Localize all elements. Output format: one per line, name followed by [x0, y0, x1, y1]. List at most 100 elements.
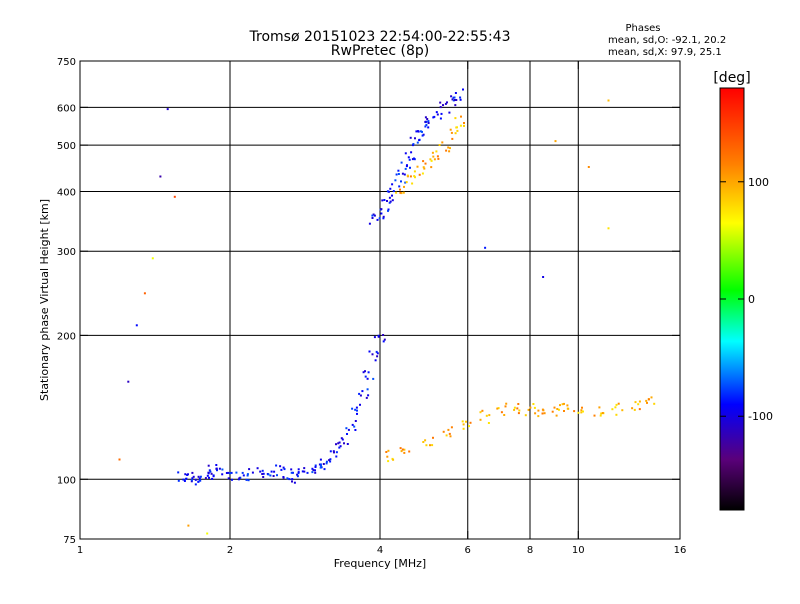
data-point [421, 134, 424, 137]
data-point [448, 432, 451, 435]
data-point [427, 122, 430, 124]
data-point [279, 465, 282, 468]
data-point [445, 434, 448, 437]
data-point [529, 406, 532, 409]
data-point [373, 214, 376, 217]
data-point [371, 217, 374, 219]
data-point [275, 464, 278, 467]
data-point [449, 435, 452, 438]
data-point [451, 137, 454, 140]
data-point [427, 126, 430, 129]
data-point [373, 336, 376, 339]
data-point [276, 474, 278, 477]
data-point [290, 471, 293, 474]
data-point [325, 460, 328, 463]
data-point [449, 147, 451, 150]
x-tick-label: 16 [674, 545, 687, 556]
data-point [406, 174, 409, 177]
colorbar-tick-label: -100 [748, 410, 773, 423]
data-point [351, 423, 354, 426]
data-point [280, 468, 283, 471]
data-point [387, 209, 389, 212]
data-point [339, 445, 342, 448]
data-point [607, 99, 610, 102]
data-point [439, 106, 442, 109]
data-point [638, 408, 641, 411]
data-point [587, 166, 590, 168]
data-point [452, 99, 455, 102]
data-point [238, 477, 241, 480]
data-point [376, 352, 379, 355]
colorbar-label: [deg] [713, 70, 750, 86]
data-point [459, 96, 462, 99]
data-point [177, 471, 180, 474]
data-point [537, 409, 540, 412]
data-point [383, 199, 386, 201]
data-point [385, 451, 388, 453]
data-point [400, 180, 402, 183]
data-point [319, 458, 322, 461]
data-point [427, 120, 430, 123]
data-point [422, 160, 425, 163]
data-point [395, 191, 398, 194]
data-point [262, 472, 265, 475]
data-point [580, 409, 583, 412]
data-point [541, 412, 544, 415]
data-point [382, 340, 385, 343]
data-point [332, 450, 335, 453]
data-point [322, 463, 325, 465]
data-point [242, 474, 245, 477]
y-tick-label: 600 [57, 103, 76, 114]
data-point [228, 472, 231, 475]
data-point [621, 409, 624, 412]
data-point [187, 473, 189, 476]
data-point [261, 469, 264, 472]
data-point [553, 406, 556, 409]
data-point [207, 472, 210, 475]
data-point [291, 480, 293, 483]
data-point [413, 170, 416, 173]
x-tick-label: 6 [465, 545, 471, 556]
y-tick-label: 200 [57, 331, 76, 342]
data-point [424, 439, 427, 442]
data-point [320, 465, 322, 468]
data-point [389, 200, 392, 203]
data-point [462, 427, 465, 430]
colorbar-ticks: 100 0 -100 [720, 176, 773, 423]
data-point [518, 409, 521, 412]
data-point [391, 183, 394, 186]
data-point [437, 157, 440, 160]
data-point [425, 444, 428, 447]
data-point [580, 411, 583, 414]
data-point [463, 122, 465, 124]
data-point [513, 406, 516, 409]
data-point [166, 108, 169, 111]
data-point [409, 166, 411, 169]
data-point [459, 98, 462, 101]
data-point [383, 338, 386, 341]
data-point [558, 408, 560, 411]
data-point [408, 158, 411, 161]
data-point [355, 406, 358, 409]
data-point [303, 470, 306, 473]
x-axis-title: Frequency [MHz] [334, 557, 426, 570]
data-point [391, 199, 394, 202]
data-point [301, 470, 304, 473]
data-point [615, 413, 618, 416]
data-point [615, 403, 618, 406]
data-point [653, 402, 656, 405]
data-point [267, 473, 270, 476]
data-point [537, 415, 540, 418]
data-point [424, 116, 427, 119]
data-point [409, 136, 412, 139]
data-point [215, 467, 218, 470]
data-point [391, 194, 393, 197]
data-point [288, 478, 291, 481]
data-point [404, 167, 407, 170]
data-point [397, 169, 400, 172]
data-point [346, 433, 348, 435]
data-point [382, 334, 385, 336]
data-point [359, 394, 362, 397]
data-point [353, 425, 356, 428]
